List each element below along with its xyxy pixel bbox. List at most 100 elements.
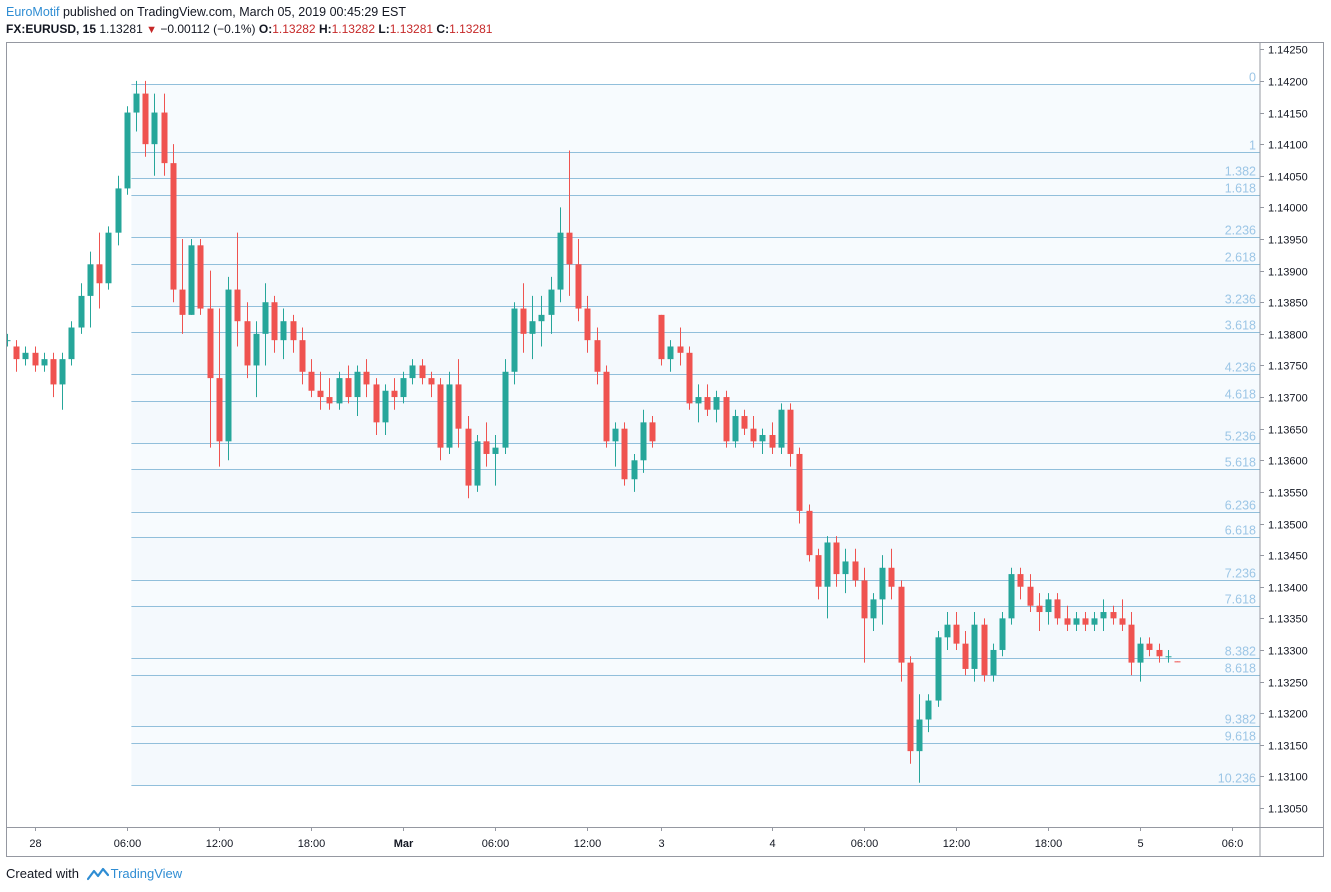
candle: [428, 371, 435, 398]
candle-body: [1064, 618, 1071, 625]
candle: [22, 346, 29, 366]
candle: [290, 314, 297, 353]
fib-level-label: 8.618: [1225, 662, 1256, 676]
time-tick-label: 12:00: [206, 838, 234, 850]
candle-body: [723, 397, 730, 442]
fib-band: [131, 237, 1261, 264]
candlestick-chart[interactable]: 0 1 1.382 1.618 2.236 2.618 3.236 3.618 4.236 4.6…: [7, 43, 1323, 856]
author-link[interactable]: EuroMotif: [6, 5, 60, 19]
candle-body: [584, 308, 591, 341]
candle: [253, 321, 260, 398]
candle-body: [925, 700, 932, 720]
candle: [999, 612, 1006, 657]
candle-body: [197, 245, 204, 309]
candle-body: [280, 321, 287, 341]
candle: [1156, 643, 1163, 663]
candle-body: [852, 561, 859, 581]
candle: [575, 239, 582, 322]
symbol-legend: FX:EURUSD, 15 1.13281 ▼ −0.00112 (−0.1%)…: [6, 22, 492, 36]
candle: [538, 295, 545, 347]
candle-body: [511, 308, 518, 372]
candle-body: [594, 340, 601, 372]
candle-body: [640, 422, 647, 461]
candle-body: [465, 428, 472, 486]
candle: [1128, 612, 1135, 676]
candle: [907, 656, 914, 764]
candle-body: [1017, 574, 1024, 587]
close-value: 1.13281: [449, 22, 493, 36]
tradingview-logo-icon[interactable]: [86, 867, 109, 881]
candle-body: [105, 232, 112, 284]
fib-band: [131, 443, 1261, 470]
fib-band: [131, 658, 1261, 675]
fib-band: [131, 511, 1261, 538]
candle-body: [234, 289, 241, 322]
time-tick-label: 12:00: [943, 838, 971, 850]
candle-body: [612, 428, 619, 442]
candle-body: [474, 441, 481, 486]
fib-level-label: 8.382: [1225, 645, 1256, 659]
candle-body: [455, 384, 462, 429]
candle: [142, 80, 149, 157]
chart-frame[interactable]: 0 1 1.382 1.618 2.236 2.618 3.236 3.618 4.236 4.6…: [6, 42, 1324, 857]
candle: [566, 150, 573, 296]
candle-body: [1036, 605, 1043, 613]
candle: [796, 447, 803, 524]
candle-body: [492, 447, 499, 454]
candle: [548, 276, 555, 334]
price-tick-label: 1.13350: [1268, 614, 1308, 626]
price-tick-label: 1.13550: [1268, 488, 1308, 500]
candle: [916, 694, 923, 783]
fib-level-label: 5.618: [1225, 456, 1256, 470]
candle-body: [1110, 612, 1117, 619]
price-tick-label: 1.13500: [1268, 520, 1308, 532]
candle-body: [879, 567, 886, 600]
candle-body: [317, 390, 324, 398]
candle: [584, 295, 591, 353]
candle-body: [22, 352, 29, 360]
candle-body: [354, 371, 361, 398]
candle: [280, 308, 287, 360]
candle-body: [1156, 649, 1163, 657]
footer: Created with TradingView: [6, 866, 182, 881]
tradingview-brand-link[interactable]: TradingView: [110, 866, 183, 881]
time-tick-label: 3: [658, 838, 664, 850]
candle-body: [1165, 656, 1172, 658]
candle: [713, 390, 720, 423]
price-tick-label: 1.13700: [1268, 393, 1308, 405]
candle-body: [50, 359, 57, 385]
fib-band: [131, 84, 1261, 153]
candle: [695, 384, 702, 423]
candle-body: [631, 460, 638, 480]
candle: [299, 327, 306, 385]
candle: [133, 80, 140, 132]
candle-body: [59, 359, 66, 385]
price-tick-label: 1.13850: [1268, 298, 1308, 310]
candle-body: [520, 308, 527, 334]
candle: [41, 352, 48, 372]
candle: [741, 409, 748, 435]
candle: [1091, 612, 1098, 631]
candle: [667, 340, 674, 372]
candle: [842, 548, 849, 594]
candle-body: [815, 555, 822, 587]
candle-body: [502, 371, 509, 448]
open-value: 1.13282: [272, 22, 316, 36]
candle-body: [290, 321, 297, 341]
candle: [179, 239, 186, 334]
candle-body: [32, 352, 39, 366]
candle-body: [1128, 624, 1135, 663]
candle: [594, 327, 601, 385]
candle-body: [428, 378, 435, 385]
candle-body: [41, 359, 48, 366]
close-label: C:: [436, 22, 450, 36]
candle-body: [806, 510, 813, 556]
fib-level-label: 0: [1249, 71, 1256, 85]
candle-body: [548, 289, 555, 315]
last-price: 1.13281: [99, 22, 143, 36]
price-tick-label: 1.14050: [1268, 172, 1308, 184]
candle: [271, 295, 278, 353]
candle: [640, 409, 647, 473]
candle: [151, 93, 158, 176]
candle: [492, 435, 499, 486]
